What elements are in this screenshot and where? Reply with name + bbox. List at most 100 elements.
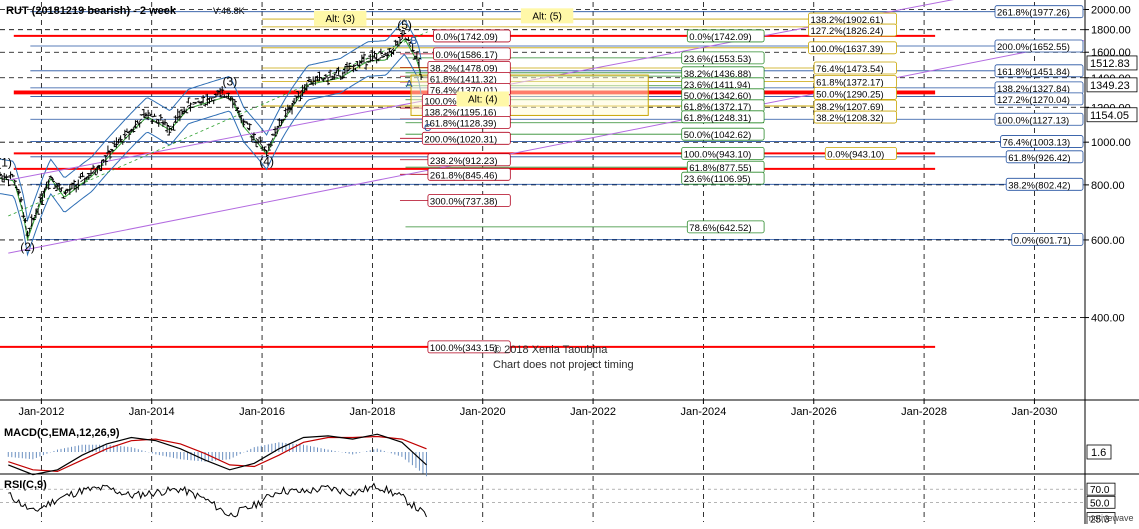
fib-level-label: 200.0%(1020.31) xyxy=(424,134,497,145)
fib-level-label-box xyxy=(427,167,511,181)
fib-level-label: 38.2%(1207.69) xyxy=(816,102,884,113)
fib-level-label-box xyxy=(813,110,897,124)
macd-value-tag: 1.6 xyxy=(1091,447,1106,459)
y-tick-label: 400.00 xyxy=(1091,313,1125,325)
fib-level-label-box xyxy=(421,131,511,145)
x-tick-label: Jan-2024 xyxy=(680,406,726,418)
fib-level-label: 138.2%(1195.16) xyxy=(424,107,496,118)
channel-green-dashed xyxy=(8,31,428,217)
fib-level-label: 127.2%(1270.04) xyxy=(997,95,1070,106)
volume-readout: V:46.8K xyxy=(213,6,245,16)
price-tag-label: 1512.83 xyxy=(1090,58,1130,70)
fib-level-label-box xyxy=(1000,135,1084,148)
price-bars xyxy=(0,29,424,237)
fib-level-label: 38.2%(802.42) xyxy=(1008,180,1070,191)
fib-level-label-box xyxy=(813,61,897,75)
fib-level-label: 50.0%(1042.62) xyxy=(684,130,752,141)
fib-level-label: 261.8%(845.46) xyxy=(430,170,498,181)
alt-label: Alt: (3) xyxy=(325,14,354,25)
fib-level-label: 61.8%(926.42) xyxy=(1008,153,1070,164)
wave-label: B xyxy=(410,36,417,47)
fib-level-label-box xyxy=(427,194,511,207)
rsi-tick-box xyxy=(1086,482,1116,496)
rsi-tick-box xyxy=(1086,495,1116,509)
fib-level-label: 61.8%(1248.31) xyxy=(684,113,752,124)
fib-level-label: 100.0%(1127.13) xyxy=(997,115,1069,126)
x-tick-label: Jan-2026 xyxy=(791,406,837,418)
x-tick-label: Jan-2022 xyxy=(570,406,616,418)
alt-label-box xyxy=(314,10,367,26)
fib-level-label: 138.2%(1902.61) xyxy=(811,15,884,26)
x-tick-label: Jan-2016 xyxy=(239,406,285,418)
fib-level-label-box xyxy=(994,39,1084,53)
fib-level-label: 61.8%(1372.17) xyxy=(816,78,884,89)
wave-label: (5) xyxy=(397,18,412,32)
fib-level-label: 0.0%(1742.09) xyxy=(689,32,751,43)
price-tag-box xyxy=(1086,107,1138,123)
fib-level-label: 300.0%(737.38) xyxy=(430,196,498,207)
brand-logo: motivewave xyxy=(1086,513,1134,523)
disclaimer-text: Chart does not project timing xyxy=(493,359,634,371)
fib-level-label: 61.8%(877.55) xyxy=(689,163,751,174)
y-tick-label: 600.00 xyxy=(1091,235,1125,247)
annotation-labels: 0.0%(1742.09) 0.0%(1742.09) 0.0%(1586.17) 2… xyxy=(0,5,1084,354)
fib-level-label: 161.8%(1451.84) xyxy=(997,67,1070,78)
fib-level-label: 161.8%(1128.39) xyxy=(424,118,496,129)
rsi-title: RSI(C,9) xyxy=(4,479,47,491)
fib-level-label: 38.2%(1208.32) xyxy=(816,113,884,124)
macd-title: MACD(C,EMA,12,26,9) xyxy=(4,427,120,439)
wave-label: (4) xyxy=(259,154,274,168)
fib-level-label: 100.0%(1637.39) xyxy=(811,44,884,55)
wave-label: C xyxy=(424,123,431,134)
fib-level-label: 61.8%(1372.17) xyxy=(684,102,752,113)
fib-level-label: 78.6%(642.52) xyxy=(689,223,751,234)
alt-label-box xyxy=(520,8,574,24)
fib-level-label: 127.2%(1826.24) xyxy=(811,26,884,37)
fib-level-label-box xyxy=(421,115,511,129)
fib-level-label-box xyxy=(686,220,765,234)
copyright-text: © 2018 Xenia Taoubina xyxy=(493,344,608,356)
fib-level-label-box xyxy=(808,41,897,55)
fib-level-label: 238.2%(912.23) xyxy=(430,156,498,167)
rsi-tick-label: 70.0 xyxy=(1090,485,1110,496)
fib-level-label-box xyxy=(681,171,765,185)
fib-level-label-box xyxy=(433,47,511,61)
fib-level-label-box xyxy=(433,29,511,43)
rsi-tick-label: 50.0 xyxy=(1090,498,1110,509)
wave-label: (2) xyxy=(20,240,35,254)
fib-level-label-box xyxy=(427,340,511,354)
alt-label: Alt: (4) xyxy=(468,94,497,105)
indicator-panels: MACD(C,EMA,12,26,9) 1.6 RSI(C,9) 70.0 50.0 25… xyxy=(0,427,1139,526)
x-tick-label: Jan-2012 xyxy=(18,406,64,418)
fib-level-label: 23.6%(1106.95) xyxy=(684,174,751,185)
fib-level-label-box xyxy=(808,23,897,37)
fib-level-label-box xyxy=(994,5,1084,19)
fib-level-label: 50.0%(1290.25) xyxy=(816,89,884,100)
y-tick-label: 2000.00 xyxy=(1091,5,1131,17)
fib-level-label: 61.8%(1411.32) xyxy=(430,74,497,85)
rsi-line xyxy=(8,482,427,518)
fib-level-label: 38.2%(1478.09) xyxy=(430,63,498,74)
fib-level-label-box xyxy=(681,110,765,124)
wave-label: (3) xyxy=(223,75,238,89)
fib-level-label: 261.8%(1977.26) xyxy=(997,8,1070,19)
fib-level-label: 76.4%(1370.01) xyxy=(430,85,498,96)
fib-level-label: 23.6%(1553.53) xyxy=(684,54,752,65)
fib-level-label-box xyxy=(1005,177,1084,191)
macd-line xyxy=(8,433,427,476)
fib-level-label: 0.0%(943.10) xyxy=(827,149,884,160)
fib-level-label: 200.0%(1652.55) xyxy=(997,42,1070,53)
fib-level-label-box xyxy=(681,51,765,65)
y-tick-label: 1000.00 xyxy=(1091,137,1131,149)
y-tick-label: 1800.00 xyxy=(1091,25,1131,37)
wave-label: (1) xyxy=(0,155,12,169)
fib-level-label: 0.0%(1586.17) xyxy=(436,50,498,61)
fib-level-label-box xyxy=(686,29,765,43)
fib-level-label: 23.6%(1411.94) xyxy=(684,80,751,91)
macd-value-tag-box xyxy=(1086,444,1112,460)
x-tick-label: Jan-2020 xyxy=(460,406,506,418)
channel-lower-line xyxy=(8,40,1085,254)
